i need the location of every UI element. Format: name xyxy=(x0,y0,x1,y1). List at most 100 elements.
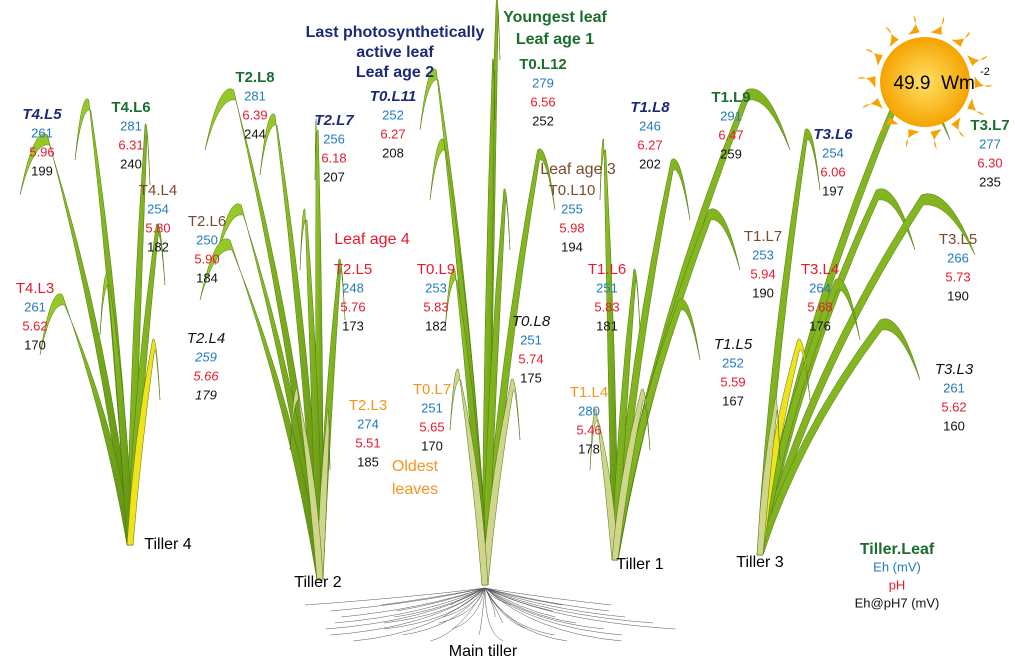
root xyxy=(484,587,504,642)
eh-ph7-value: 181 xyxy=(596,318,618,333)
eh-ph7-value: 240 xyxy=(120,156,142,171)
leaf xyxy=(39,293,134,546)
ph-value: 6.06 xyxy=(820,164,845,179)
leaf xyxy=(599,138,619,561)
eh-ph7-value: 175 xyxy=(520,370,542,385)
leaf xyxy=(756,338,811,556)
leaf xyxy=(481,378,521,586)
root xyxy=(394,587,486,618)
leaf-name: T0.L9 xyxy=(417,261,455,278)
ph-value: 5.98 xyxy=(559,220,584,235)
leaf xyxy=(199,238,324,581)
ph-value: 5.76 xyxy=(340,299,365,314)
annotation: leaves xyxy=(392,481,438,498)
eh-ph7-value: 173 xyxy=(342,318,364,333)
leaf xyxy=(126,338,161,546)
eh-value: 291 xyxy=(720,108,742,123)
sun-ray xyxy=(905,129,920,148)
plants xyxy=(19,0,976,642)
root xyxy=(341,587,486,618)
leaf-name: T1.L4 xyxy=(570,384,608,401)
leaf xyxy=(449,368,489,586)
leaf-name: T3.L7 xyxy=(970,117,1009,134)
root xyxy=(452,587,486,612)
leaf xyxy=(756,193,976,556)
legend-title: Tiller.Leaf xyxy=(860,541,935,558)
eh-value: 264 xyxy=(809,280,831,295)
leaf xyxy=(289,388,324,581)
tiller-label: Main tiller xyxy=(449,643,518,660)
annotation: Last photosynthetically xyxy=(306,24,485,41)
eh-ph7-value: 185 xyxy=(357,454,379,469)
sun-ray xyxy=(930,129,942,149)
leaf xyxy=(481,188,511,586)
annotation: Youngest leaf xyxy=(503,9,607,26)
eh-ph7-value: 190 xyxy=(947,288,969,303)
ph-value: 5.73 xyxy=(945,269,970,284)
eh-value: 261 xyxy=(31,125,53,140)
root xyxy=(438,587,486,624)
eh-ph7-value: 178 xyxy=(578,441,600,456)
ph-value: 6.18 xyxy=(321,150,346,165)
leaf xyxy=(299,208,324,581)
eh-ph7-value: 176 xyxy=(809,318,831,333)
ph-value: 5.51 xyxy=(355,435,380,450)
legend-eh: Eh (mV) xyxy=(873,559,921,574)
leaf xyxy=(589,408,619,561)
eh-ph7-value: 179 xyxy=(195,387,217,402)
ph-value: 6.47 xyxy=(718,127,743,142)
root xyxy=(484,587,612,606)
root xyxy=(330,587,486,612)
sun-value: 49.9 xyxy=(894,73,931,94)
eh-ph7-value: 207 xyxy=(323,169,345,184)
leaf xyxy=(611,268,641,561)
eh-value: 251 xyxy=(520,332,542,347)
leaf xyxy=(99,273,134,546)
sun-ray xyxy=(857,76,876,88)
leaf-name: T4.L6 xyxy=(111,99,150,116)
sun-ray xyxy=(865,49,883,66)
root xyxy=(484,587,605,630)
ph-value: 6.30 xyxy=(977,155,1002,170)
ph-value: 6.39 xyxy=(242,107,267,122)
sun-ray xyxy=(951,31,971,47)
eh-ph7-value: 244 xyxy=(244,126,266,141)
annotation: Leaf age 3 xyxy=(540,161,616,178)
ph-value: 5.94 xyxy=(750,266,775,281)
eh-value: 274 xyxy=(357,416,379,431)
leaf xyxy=(204,88,324,581)
root xyxy=(334,587,486,624)
ph-value: 5.74 xyxy=(518,351,543,366)
eh-ph7-value: 170 xyxy=(421,438,443,453)
annotation: Leaf age 2 xyxy=(356,64,434,81)
eh-ph7-value: 259 xyxy=(720,146,742,161)
leaf-name: T1.L7 xyxy=(744,228,782,245)
eh-value: 253 xyxy=(425,280,447,295)
eh-value: 256 xyxy=(323,131,345,146)
eh-value: 250 xyxy=(196,232,218,247)
eh-ph7-value: 167 xyxy=(722,393,744,408)
leaf-name: T4.L5 xyxy=(22,106,62,123)
leaf-name: T3.L4 xyxy=(801,261,839,278)
root xyxy=(484,587,576,624)
sun-exponent: -2 xyxy=(980,66,990,78)
leaf-name: T3.L5 xyxy=(939,231,977,248)
leaf-name: T2.L5 xyxy=(334,261,372,278)
sun-ray xyxy=(967,98,985,115)
sun-ray xyxy=(879,117,899,133)
eh-value: 259 xyxy=(194,349,217,364)
ph-value: 5.83 xyxy=(594,299,619,314)
root xyxy=(304,587,486,606)
ph-value: 5.59 xyxy=(720,374,745,389)
eh-ph7-value: 197 xyxy=(822,183,844,198)
legend-eh-ph7: Eh@pH7 (mV) xyxy=(855,595,940,610)
root xyxy=(381,587,486,606)
root xyxy=(484,587,676,630)
root xyxy=(402,587,486,636)
eh-value: 252 xyxy=(722,355,744,370)
ph-value: 6.27 xyxy=(380,126,405,141)
eh-ph7-value: 190 xyxy=(752,285,774,300)
leaf-name: T0.L7 xyxy=(413,381,451,398)
annotation: Leaf age 1 xyxy=(516,31,594,48)
ph-value: 5.80 xyxy=(145,220,170,235)
